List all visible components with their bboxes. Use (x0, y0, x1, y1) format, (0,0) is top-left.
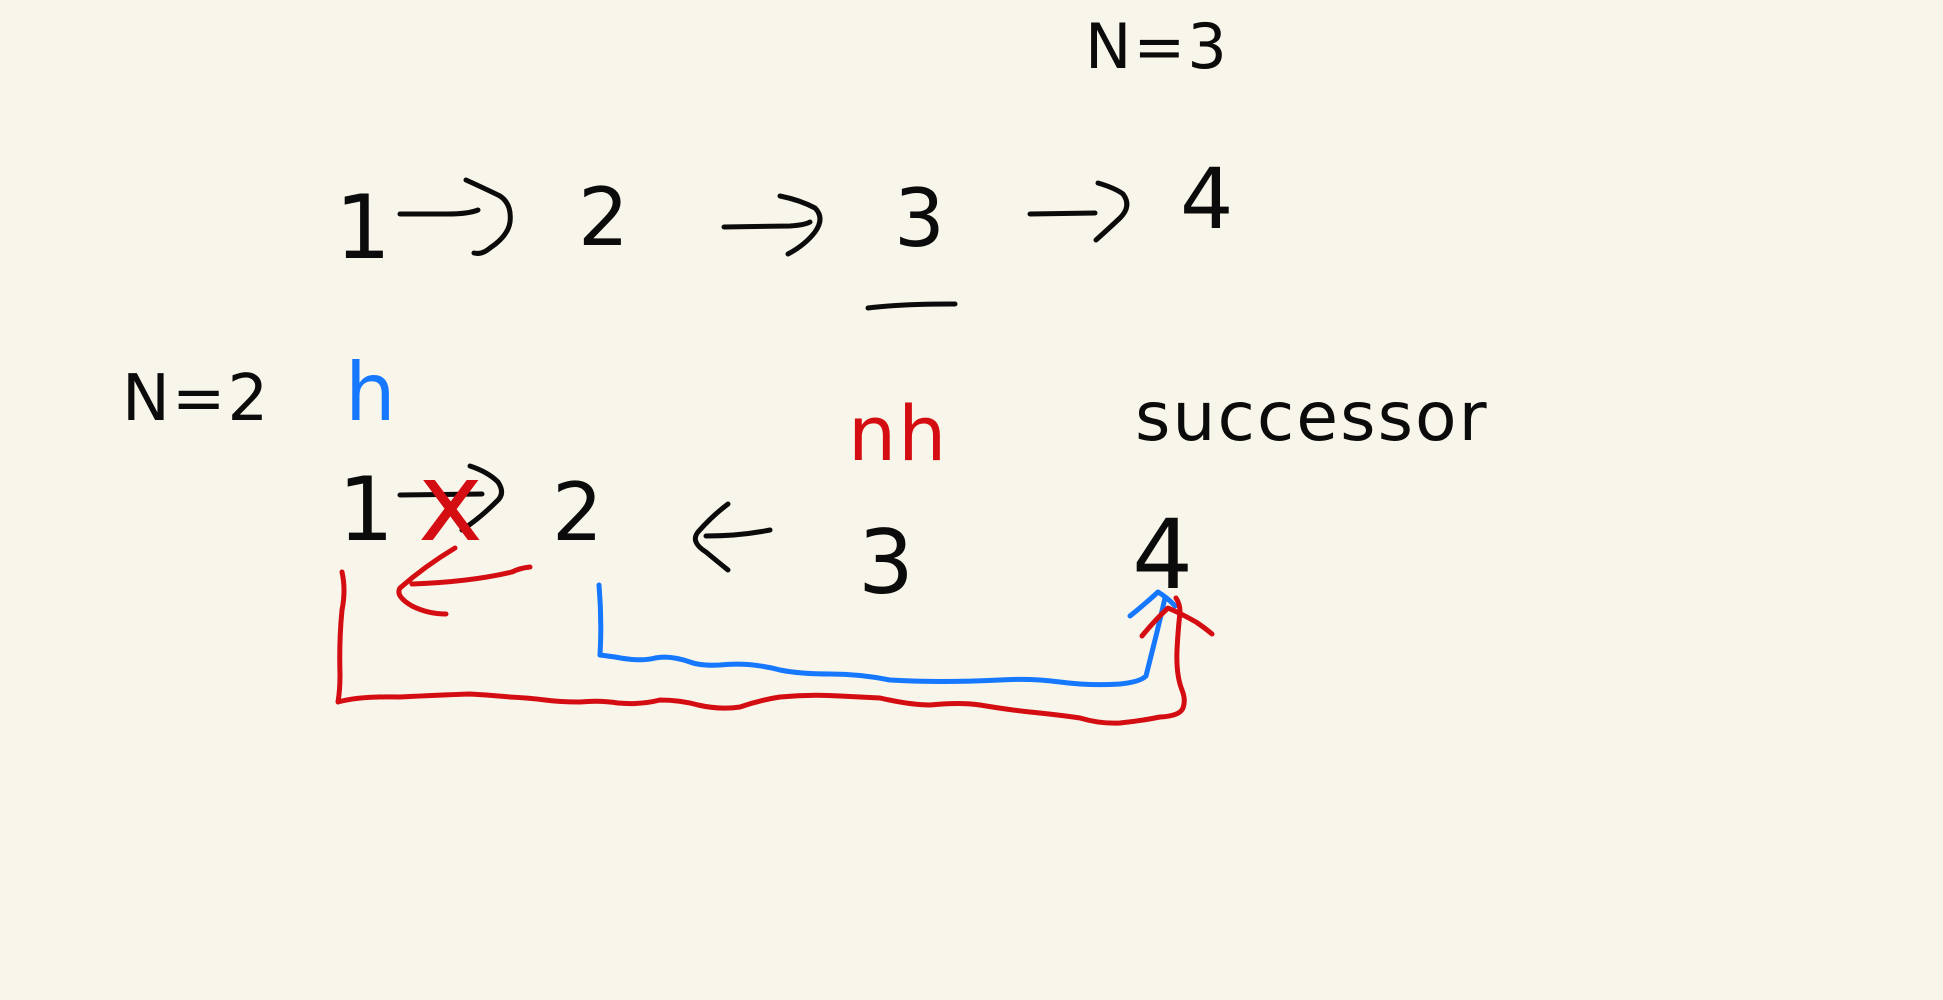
top-node-4: 4 (1180, 150, 1235, 248)
label-n2: N=2 (122, 362, 270, 436)
top-node-3-underline (865, 301, 958, 311)
label-successor: successor (1135, 378, 1489, 457)
red-link-1-to-4 (335, 569, 1187, 726)
blue-link-2-to-4 (596, 582, 1168, 688)
bottom-node-3: 3 (858, 511, 916, 614)
top-arrow-2-3 (721, 193, 823, 257)
blue-arrowhead (1127, 589, 1178, 619)
label-n3: N=3 (1085, 10, 1229, 83)
top-node-3: 3 (894, 172, 947, 265)
reversed-arrow-2-to-1 (396, 545, 533, 617)
bottom-node-2: 2 (552, 466, 605, 559)
label-new-head: nh (848, 389, 948, 478)
top-node-2: 2 (578, 171, 631, 264)
red-arrowhead (1139, 605, 1215, 639)
cross-out-mark: x (418, 438, 485, 566)
top-node-1: 1 (335, 176, 393, 279)
top-arrow-3-4 (1027, 180, 1130, 243)
reversed-arrow-3-to-2 (692, 501, 773, 573)
bottom-arrow-1-2-crossed (397, 463, 504, 533)
label-head: h (345, 346, 398, 439)
top-arrow-1-2 (397, 177, 513, 256)
bottom-node-1: 1 (338, 458, 396, 561)
